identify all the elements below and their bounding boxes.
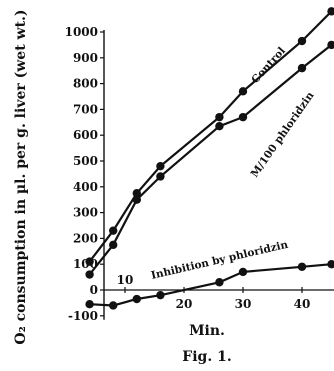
- y-tick-label: 600: [73, 128, 98, 142]
- data-point-m-100-phloridzin: [109, 240, 118, 250]
- x-axis-title: Min.: [189, 323, 225, 339]
- y-tick-label: 0: [90, 283, 98, 297]
- data-point-control: [327, 7, 334, 16]
- data-point-control: [109, 226, 118, 235]
- x-tick-label: 30: [235, 297, 252, 311]
- y-tick-label: 200: [73, 231, 98, 245]
- y-tick-label: 700: [73, 102, 98, 116]
- y-tick-label: -100: [68, 309, 98, 323]
- data-point-inhibition-by-phloridzin: [109, 301, 118, 310]
- data-point-control: [132, 189, 141, 198]
- data-point-control: [85, 257, 94, 266]
- series-points: [85, 7, 334, 310]
- figure-caption: Fig. 1.: [182, 349, 231, 365]
- data-point-control: [215, 112, 224, 122]
- y-tick-label: 800: [73, 77, 98, 91]
- data-point-inhibition-by-phloridzin: [85, 299, 94, 309]
- y-tick-label: 400: [73, 180, 98, 194]
- data-point-inhibition-by-phloridzin: [215, 278, 224, 287]
- x-tick-label: 20: [176, 297, 193, 311]
- data-point-inhibition-by-phloridzin: [156, 290, 165, 300]
- data-point-m-100-phloridzin: [156, 172, 165, 181]
- data-point-m-100-phloridzin: [85, 270, 94, 279]
- data-point-m-100-phloridzin: [297, 63, 307, 73]
- y-tick-label: 900: [73, 51, 98, 65]
- y-axis-title: O₂ consumption in µl. per g. liver (wet …: [13, 9, 29, 344]
- data-point-m-100-phloridzin: [327, 40, 334, 50]
- data-point-m-100-phloridzin: [132, 195, 141, 204]
- series-label-control: Control: [249, 45, 288, 86]
- x-tick-label: 40: [294, 297, 311, 311]
- data-point-control: [238, 87, 248, 96]
- y-tick-label: 500: [73, 154, 98, 168]
- series-line-m-100-phloridzin: [88, 44, 333, 276]
- data-point-m-100-phloridzin: [238, 112, 248, 122]
- y-tick-label: 300: [73, 206, 98, 220]
- data-point-inhibition-by-phloridzin: [132, 294, 141, 304]
- y-tick-label: 1000: [65, 25, 98, 39]
- x-axis: 10 20 30 40: [104, 273, 334, 311]
- data-point-inhibition-by-phloridzin: [297, 262, 307, 271]
- data-point-inhibition-by-phloridzin: [327, 260, 334, 269]
- series-line-control: [88, 10, 333, 263]
- data-point-inhibition-by-phloridzin: [238, 267, 248, 277]
- series-label-inhibition: Inhibition by phloridzin: [150, 239, 290, 282]
- x-tick-label: 10: [117, 273, 134, 287]
- data-point-control: [156, 161, 165, 171]
- data-point-m-100-phloridzin: [215, 121, 224, 131]
- data-point-control: [297, 36, 307, 46]
